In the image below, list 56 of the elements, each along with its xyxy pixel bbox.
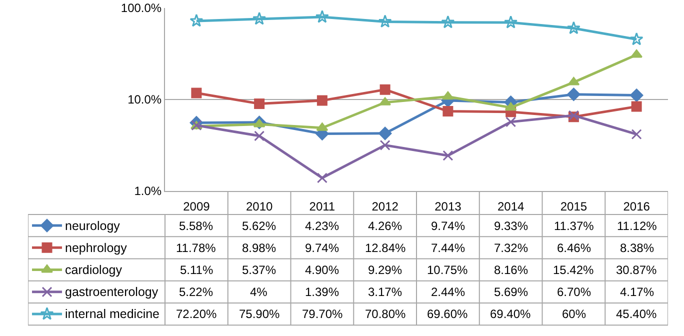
data-label: 75.90%: [239, 307, 280, 321]
data-label: 69.40%: [490, 307, 532, 321]
x-tick-label: 2010: [246, 199, 273, 214]
data-label: 3.17%: [368, 285, 402, 299]
data-label: 70.80%: [365, 307, 406, 321]
data-label: 60%: [562, 307, 586, 321]
data-label: 30.87%: [616, 263, 658, 277]
data-label: 6.46%: [557, 241, 592, 255]
data-label: 7.44%: [431, 241, 466, 255]
x-tick-label: 2009: [183, 199, 210, 214]
data-label: 9.33%: [494, 219, 528, 233]
data-label: 4%: [250, 285, 268, 299]
data-label: 5.69%: [494, 285, 528, 299]
y-tick-label: 10.0%: [128, 92, 162, 107]
data-label: 4.90%: [305, 263, 340, 277]
data-label: 8.98%: [242, 241, 276, 255]
x-tick-label: 2013: [434, 199, 462, 214]
data-label: 72.20%: [176, 307, 218, 321]
data-label: 8.38%: [620, 241, 654, 255]
legend-label: cardiology: [65, 263, 123, 277]
x-tick-label: 2014: [497, 199, 524, 214]
data-label: 6.70%: [557, 285, 592, 299]
data-label: 15.42%: [553, 263, 594, 277]
data-label: 5.58%: [179, 219, 214, 233]
data-label: 4.17%: [620, 285, 654, 299]
x-tick-label: 2016: [623, 199, 650, 214]
data-label: 5.37%: [242, 263, 276, 277]
data-label: 8.16%: [494, 263, 528, 277]
data-label: 12.84%: [365, 241, 406, 255]
data-label: 11.78%: [176, 241, 216, 255]
x-tick-label: 2011: [309, 199, 336, 214]
data-label: 11.37%: [554, 219, 594, 233]
x-tick-label: 2015: [560, 199, 588, 214]
data-label: 79.70%: [302, 307, 344, 321]
data-label: 45.40%: [616, 307, 658, 321]
data-label: 5.62%: [242, 219, 276, 233]
legend-label: neurology: [65, 219, 121, 233]
data-label: 7.32%: [494, 241, 528, 255]
data-label: 5.11%: [180, 263, 214, 277]
data-label: 9.74%: [305, 241, 340, 255]
data-label: 2.44%: [431, 285, 466, 299]
data-label: 11.12%: [617, 219, 658, 233]
data-label: 10.75%: [427, 263, 468, 277]
data-label: 9.29%: [368, 263, 402, 277]
data-label: 5.22%: [179, 285, 214, 299]
legend-label: gastroenterology: [65, 285, 159, 299]
y-tick-label: 100.0%: [120, 1, 162, 16]
legend-label: internal medicine: [65, 307, 160, 321]
data-label: 69.60%: [427, 307, 468, 321]
y-tick-label: 1.0%: [134, 184, 162, 198]
data-label: 4.26%: [368, 219, 402, 233]
data-label: 4.23%: [305, 219, 340, 233]
x-tick-label: 2012: [372, 199, 399, 214]
legend-label: nephrology: [65, 241, 128, 255]
data-label: 9.74%: [431, 219, 466, 233]
data-label: 1.39%: [305, 285, 340, 299]
